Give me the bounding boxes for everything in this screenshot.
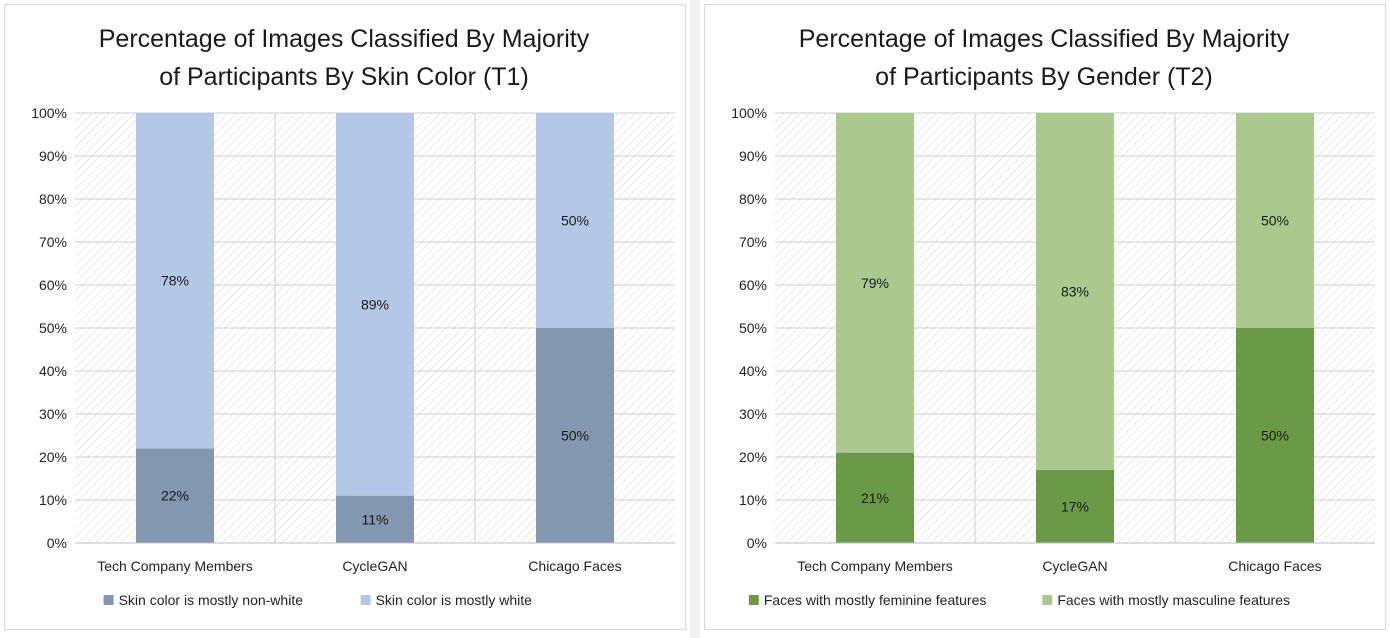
data-label: 11%: [362, 511, 389, 527]
chart-title-line: of Participants By Gender (T2): [875, 63, 1213, 91]
y-tick-label: 80%: [739, 191, 767, 207]
legend-swatch-faces-with-mostly-masculine-features: [1042, 595, 1053, 605]
y-tick-label: 70%: [739, 234, 767, 250]
bar-faces-with-mostly-masculine-features-chicago-faces: [1236, 113, 1314, 328]
bar-faces-with-mostly-masculine-features-tech-company-members: [836, 113, 914, 453]
y-tick-label: 80%: [39, 191, 67, 207]
y-tick-label: 10%: [39, 492, 67, 508]
data-label: 50%: [1261, 428, 1289, 444]
y-tick-label: 60%: [739, 277, 767, 293]
bar-faces-with-mostly-feminine-features-tech-company-members: [836, 452, 914, 543]
y-tick-label: 40%: [39, 363, 67, 379]
data-label: 17%: [1061, 498, 1089, 514]
data-label: 50%: [561, 428, 589, 444]
x-tick-label: Chicago Faces: [1228, 558, 1321, 574]
bar-skin-color-is-mostly-non-white-tech-company-members: [136, 448, 214, 543]
chart-title-line: Percentage of Images Classified By Major…: [799, 25, 1290, 53]
data-label: 22%: [161, 488, 189, 504]
chart-panel-skin-color: Percentage of Images Classified By Major…: [4, 4, 686, 630]
y-tick-label: 0%: [47, 535, 67, 551]
panel-divider: [690, 0, 700, 638]
chart-panel-gender: Percentage of Images Classified By Major…: [704, 4, 1386, 630]
y-tick-label: 30%: [39, 406, 67, 422]
data-label: 83%: [1061, 283, 1089, 299]
y-tick-label: 20%: [39, 449, 67, 465]
chart-title-line: of Participants By Skin Color (T1): [159, 63, 529, 91]
x-tick-label: Tech Company Members: [797, 558, 953, 574]
y-tick-label: 30%: [739, 406, 767, 422]
y-tick-label: 40%: [739, 363, 767, 379]
legend-swatch-skin-color-is-mostly-white: [360, 595, 371, 605]
bar-skin-color-is-mostly-non-white-chicago-faces: [536, 328, 614, 543]
bar-faces-with-mostly-masculine-features-cyclegan: [1036, 113, 1114, 470]
legend-label: Skin color is mostly non-white: [119, 592, 304, 608]
data-label: 21%: [861, 490, 889, 506]
y-tick-label: 50%: [39, 320, 67, 336]
data-label: 89%: [361, 296, 389, 312]
x-tick-label: CycleGAN: [342, 558, 407, 574]
skin-color-chart: Percentage of Images Classified By Major…: [31, 25, 675, 608]
bar-skin-color-is-mostly-white-cyclegan: [336, 113, 414, 496]
data-label: 79%: [861, 275, 889, 291]
y-tick-label: 100%: [731, 105, 767, 121]
y-tick-label: 70%: [39, 234, 67, 250]
legend-swatch-faces-with-mostly-feminine-features: [748, 595, 759, 605]
bar-skin-color-is-mostly-white-chicago-faces: [536, 113, 614, 328]
bar-skin-color-is-mostly-white-tech-company-members: [136, 113, 214, 449]
y-tick-label: 0%: [747, 535, 767, 551]
legend-label: Faces with mostly masculine features: [1057, 592, 1290, 608]
y-tick-label: 50%: [739, 320, 767, 336]
legend-label: Faces with mostly feminine features: [764, 592, 987, 608]
chart-title-line: Percentage of Images Classified By Major…: [99, 25, 590, 53]
data-label: 78%: [161, 273, 189, 289]
y-tick-label: 10%: [739, 492, 767, 508]
y-tick-label: 60%: [39, 277, 67, 293]
y-tick-label: 20%: [739, 449, 767, 465]
x-tick-label: CycleGAN: [1042, 558, 1107, 574]
legend-swatch-skin-color-is-mostly-non-white: [103, 595, 114, 605]
x-tick-label: Chicago Faces: [528, 558, 621, 574]
bar-faces-with-mostly-feminine-features-chicago-faces: [1236, 328, 1314, 543]
bar-faces-with-mostly-feminine-features-cyclegan: [1036, 469, 1114, 543]
data-label: 50%: [1261, 213, 1289, 229]
y-tick-label: 90%: [39, 148, 67, 164]
bar-skin-color-is-mostly-non-white-cyclegan: [336, 495, 414, 543]
x-tick-label: Tech Company Members: [97, 558, 253, 574]
y-tick-label: 90%: [739, 148, 767, 164]
gender-chart: Percentage of Images Classified By Major…: [731, 25, 1375, 608]
legend-label: Skin color is mostly white: [376, 592, 533, 608]
data-label: 50%: [561, 213, 589, 229]
y-tick-label: 100%: [31, 105, 67, 121]
